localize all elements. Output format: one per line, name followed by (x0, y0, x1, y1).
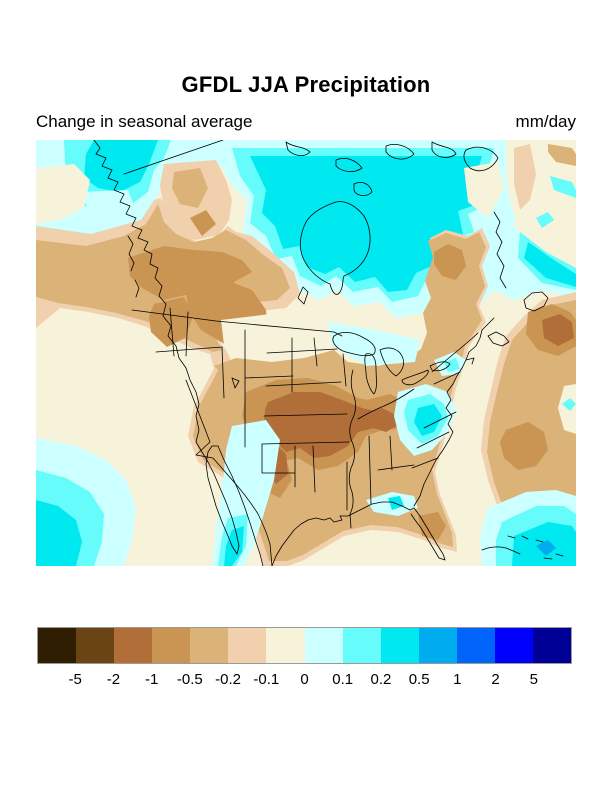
colorbar-cell (38, 628, 77, 663)
subtitle-row: Change in seasonal average mm/day (36, 112, 576, 134)
colorbar-tick-label: 0.2 (370, 671, 392, 688)
colorbar-cell (494, 628, 534, 663)
coastline-border-lines (93, 140, 564, 566)
colorbar-cell (342, 628, 381, 663)
colorbar-cell (304, 628, 343, 663)
wet-patches (36, 352, 576, 566)
colorbar-cell (76, 628, 115, 663)
colorbar-cell (190, 628, 229, 663)
colorbar-tick-label: 5 (529, 671, 538, 688)
units-label: mm/day (515, 112, 576, 131)
colorbar-cell (456, 628, 495, 663)
colorbar-cell (114, 628, 153, 663)
precipitation-change-map (36, 140, 576, 566)
colorbar-tick-label: -0.1 (253, 671, 280, 688)
colorbar-tick-label: 0 (300, 671, 309, 688)
colorbar-tick-label: 1 (453, 671, 462, 688)
colorbar-cell (266, 628, 305, 663)
contour-map-svg (36, 140, 576, 566)
colorbar (37, 627, 572, 664)
colorbar-cell (380, 628, 419, 663)
colorbar-tick-label: -5 (68, 671, 82, 688)
colorbar-cell (152, 628, 191, 663)
colorbar-tick-label: -1 (144, 671, 159, 688)
colorbar-tick-label: -0.2 (215, 671, 241, 688)
colorbar-tick-label: 2 (491, 671, 500, 688)
colorbar-tick-label: 0.1 (332, 671, 354, 688)
top-right-wedge (506, 140, 576, 232)
colorbar-tick-label: -2 (106, 671, 121, 688)
figure-title: GFDL JJA Precipitation (181, 72, 431, 97)
colorbar-cell (228, 628, 267, 663)
colorbar-tick-label: 0.5 (408, 671, 430, 688)
colorbar-cell (418, 628, 457, 663)
pacific-wet-corner (36, 500, 82, 566)
subtitle-text: Change in seasonal average (36, 112, 253, 131)
colorbar-tick-label: -0.5 (176, 671, 203, 688)
chesapeake-wet-patch (414, 404, 442, 436)
colorbar-cell (533, 628, 572, 663)
colorbar-tick-labels: -5 -2 -1 -0.5 -0.2 -0.1 0 0.1 0.2 0.5 1 2 5 (37, 671, 572, 691)
